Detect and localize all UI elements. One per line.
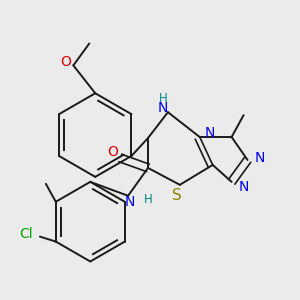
- Text: Cl: Cl: [19, 226, 33, 241]
- Text: O: O: [60, 56, 71, 69]
- Text: N: N: [158, 101, 168, 115]
- Text: O: O: [108, 145, 118, 159]
- Text: S: S: [172, 188, 182, 203]
- Text: N: N: [254, 151, 265, 165]
- Text: H: H: [159, 92, 167, 105]
- Text: N: N: [205, 126, 215, 140]
- Text: N: N: [125, 195, 135, 209]
- Text: N: N: [238, 180, 249, 194]
- Text: H: H: [144, 193, 152, 206]
